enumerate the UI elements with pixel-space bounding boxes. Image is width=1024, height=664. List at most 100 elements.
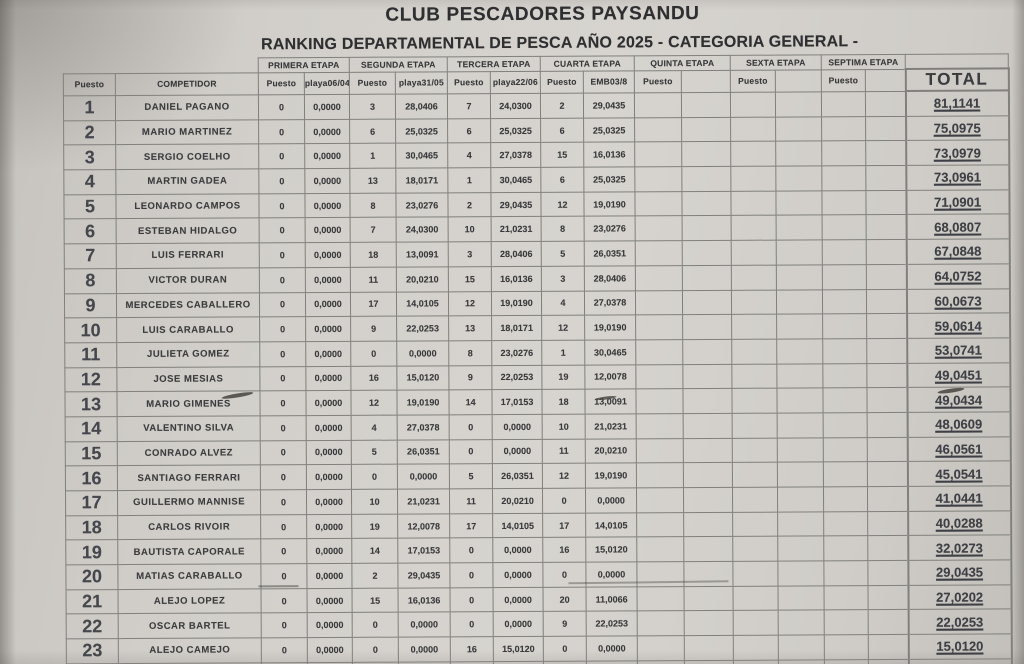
stage-cell: 25,0325 bbox=[583, 166, 635, 192]
stage-cell bbox=[683, 487, 733, 513]
stage-cell: 0 bbox=[261, 588, 308, 614]
stage-cell: 8 bbox=[541, 216, 585, 242]
page-title: CLUB PESCADORES PAYSANDU bbox=[385, 3, 700, 26]
stage-cell: 18 bbox=[542, 389, 586, 415]
stage-header: QUINTA ETAPA bbox=[634, 55, 731, 71]
stage-cell: 25,0325 bbox=[583, 117, 635, 143]
rank-cell: 18 bbox=[65, 515, 118, 541]
stage-cell bbox=[733, 635, 779, 661]
competitor-cell: LUIS CARABALLO bbox=[116, 317, 260, 343]
stage-cell: 28,0406 bbox=[584, 265, 636, 291]
stage-cell: 0,0000 bbox=[306, 439, 352, 465]
stage-cell bbox=[776, 363, 824, 389]
stage-sub-header: EMB03/8 bbox=[583, 70, 635, 93]
stage-cell bbox=[682, 314, 732, 340]
stage-cell bbox=[777, 412, 824, 438]
total-cell: 75,0975 bbox=[905, 115, 1009, 141]
stage-cell bbox=[682, 215, 732, 241]
stage-cell: 15,0120 bbox=[396, 365, 450, 391]
stage-cell bbox=[635, 388, 684, 414]
stage-cell: 12 bbox=[350, 390, 398, 416]
rank-cell: 19 bbox=[65, 539, 118, 565]
stage-cell bbox=[866, 239, 907, 265]
stage-cell bbox=[681, 91, 731, 118]
stage-cell: 19,0190 bbox=[583, 191, 636, 217]
total-cell: 49,0451 bbox=[906, 362, 1011, 388]
page-subtitle: RANKING DEPARTAMENTAL DE PESCA AÑO 2025 … bbox=[261, 33, 859, 54]
stage-cell bbox=[730, 141, 776, 167]
stage-cell: 0 bbox=[258, 193, 306, 219]
rank-cell: 7 bbox=[64, 243, 117, 269]
stage-cell: 7 bbox=[447, 93, 491, 119]
stage-cell bbox=[823, 437, 868, 463]
stage-cell: 2 bbox=[540, 92, 584, 119]
total-cell: 81,1141 bbox=[905, 90, 1009, 117]
stage-cell: 6 bbox=[540, 167, 584, 193]
stage-cell bbox=[821, 165, 866, 191]
stage-sub-header: playa22/06 bbox=[490, 70, 541, 94]
stage-cell: 5 bbox=[351, 439, 398, 465]
stage-cell bbox=[823, 486, 868, 512]
stage-cell: 0,0000 bbox=[305, 365, 351, 391]
stage-cell: 19 bbox=[351, 513, 398, 539]
stage-cell: 24,0300 bbox=[396, 217, 449, 243]
stage-cell: 0,0000 bbox=[305, 242, 351, 268]
competitor-cell: MERCEDES CABALLERO bbox=[116, 292, 260, 318]
stage-cell bbox=[635, 290, 683, 316]
stage-cell: 16 bbox=[350, 365, 397, 391]
stage-puesto-header: Puesto bbox=[349, 71, 396, 94]
stage-cell bbox=[865, 165, 907, 191]
total-cell: 22,0253 bbox=[908, 609, 1012, 635]
stage-cell: 11 bbox=[542, 438, 586, 464]
stage-cell: 11,0066 bbox=[586, 586, 638, 612]
stage-cell bbox=[636, 462, 684, 488]
stage-cell bbox=[681, 191, 732, 217]
stage-cell bbox=[731, 338, 777, 364]
stage-cell: 0 bbox=[258, 119, 305, 145]
stage-cell: 0 bbox=[352, 612, 399, 638]
stage-cell: 0 bbox=[351, 464, 398, 490]
stage-puesto-header: Puesto bbox=[634, 70, 682, 93]
stage-cell bbox=[866, 338, 907, 364]
stage-cell bbox=[681, 141, 731, 167]
rank-cell: 9 bbox=[64, 293, 117, 319]
stage-cell: 0 bbox=[259, 390, 307, 416]
pen-mark bbox=[258, 585, 299, 588]
stage-cell: 0 bbox=[258, 94, 305, 120]
stage-cell bbox=[586, 660, 638, 664]
stage-cell: 16 bbox=[542, 537, 586, 563]
rank-cell: 20 bbox=[65, 564, 119, 590]
stage-puesto-header: Puesto bbox=[258, 72, 305, 95]
rank-cell: 6 bbox=[64, 219, 117, 244]
stage-cell: 4 bbox=[447, 142, 491, 168]
stage-cell bbox=[821, 141, 866, 166]
stage-cell bbox=[730, 166, 776, 192]
stage-cell: 0,0000 bbox=[305, 291, 351, 317]
stage-cell: 0 bbox=[259, 316, 306, 342]
stage-cell bbox=[731, 289, 777, 315]
stage-cell: 26,0351 bbox=[492, 463, 543, 489]
stage-cell bbox=[822, 363, 868, 389]
stage-cell: 2 bbox=[351, 563, 399, 589]
stage-cell bbox=[636, 413, 684, 439]
rank-cell: 11 bbox=[64, 342, 117, 368]
stage-cell: 30,0465 bbox=[584, 339, 636, 365]
stage-cell bbox=[732, 536, 778, 562]
stage-cell bbox=[776, 264, 823, 290]
total-cell: 73,0961 bbox=[905, 164, 1010, 191]
stage-cell: 0,0000 bbox=[398, 612, 451, 638]
stage-header: SEPTIMA ETAPA bbox=[821, 54, 906, 70]
stage-cell: 15,0120 bbox=[585, 537, 637, 563]
stage-cell: 20,0210 bbox=[492, 488, 543, 514]
stage-cell: 3 bbox=[448, 241, 492, 267]
stage-cell: 10 bbox=[351, 489, 398, 515]
total-cell: 40,0288 bbox=[907, 510, 1011, 536]
stage-cell: 29,0435 bbox=[583, 92, 635, 118]
total-cell: 73,0979 bbox=[905, 140, 1009, 166]
competitor-cell: OSCAR BARTEL bbox=[118, 613, 262, 639]
stage-cell bbox=[822, 239, 867, 265]
stage-cell: 0 bbox=[543, 636, 587, 662]
stage-cell bbox=[778, 610, 825, 636]
competitor-cell: ALEJO LOPEZ bbox=[118, 588, 262, 615]
